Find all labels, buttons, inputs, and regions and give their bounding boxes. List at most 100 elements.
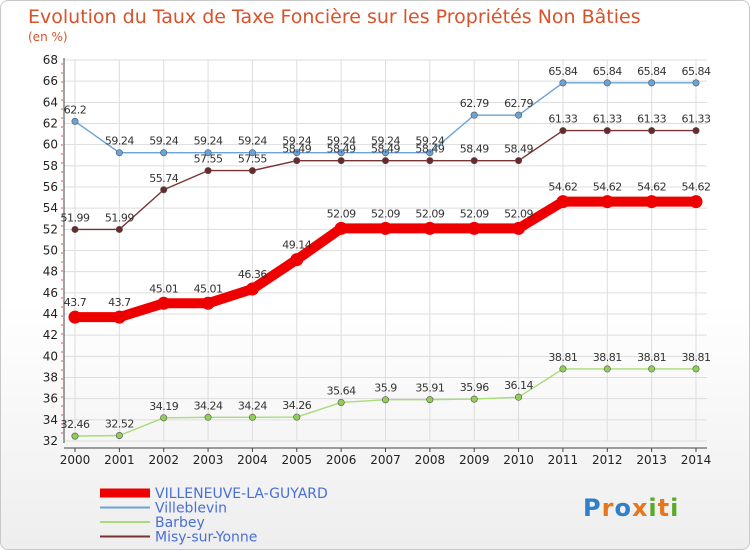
x-tick-2014: 2014 [681, 453, 712, 467]
data-point-barbey-2010 [515, 393, 523, 401]
series-layer [68, 79, 703, 440]
data-point-villeneuve-la-guyard-2007 [379, 221, 392, 235]
data-point-villeneuve-la-guyard-2012 [600, 195, 614, 209]
data-label-barbey-2010: 36.14 [504, 379, 533, 392]
x-tick-2005: 2005 [282, 453, 313, 467]
data-label-villeneuve-la-guyard-2007: 52.09 [371, 207, 400, 220]
data-point-villeblevin-2008 [426, 149, 434, 157]
data-label-villeneuve-la-guyard-2013: 54.62 [637, 181, 666, 194]
series-barbey [71, 365, 700, 440]
data-label-villeblevin-2014: 65.84 [682, 65, 711, 78]
logo-letter: i [648, 494, 657, 522]
y-tick-46: 46 [43, 286, 58, 300]
data-point-misy-sur-yonne-2000 [71, 225, 79, 233]
y-tick-36: 36 [43, 392, 58, 406]
data-point-villeblevin-2009 [470, 111, 478, 119]
data-label-misy-sur-yonne-2013: 61.33 [637, 113, 666, 126]
data-point-villeneuve-la-guyard-2014 [689, 195, 703, 209]
data-label-barbey-2014: 38.81 [682, 351, 711, 364]
data-label-villeblevin-2011: 65.84 [548, 65, 577, 78]
data-point-barbey-2009 [470, 395, 478, 403]
data-label-barbey-2007: 35.9 [374, 382, 397, 395]
data-point-barbey-2011 [559, 365, 567, 373]
y-tick-34: 34 [43, 413, 58, 427]
data-point-villeblevin-2001 [115, 149, 123, 157]
data-label-misy-sur-yonne-2001: 51.99 [105, 211, 134, 224]
data-label-barbey-2000: 32.46 [61, 418, 90, 431]
logo-letter: i [670, 494, 679, 522]
data-point-villeneuve-la-guyard-2004 [245, 282, 259, 296]
x-tick-2001: 2001 [104, 453, 135, 467]
data-label-villeneuve-la-guyard-2010: 52.09 [504, 207, 533, 220]
data-label-barbey-2008: 35.91 [415, 382, 444, 395]
data-label-misy-sur-yonne-2005: 58.49 [282, 143, 311, 156]
data-point-villeneuve-la-guyard-2010 [512, 221, 526, 235]
data-label-barbey-2005: 34.26 [282, 399, 311, 412]
data-point-barbey-2004 [248, 413, 256, 421]
data-label-barbey-2004: 34.24 [238, 399, 267, 412]
data-label-villeneuve-la-guyard-2004: 46.36 [238, 268, 267, 281]
series-villeblevin [71, 79, 700, 157]
data-point-misy-sur-yonne-2011 [559, 127, 567, 135]
logo-letter: P [583, 494, 602, 522]
x-tick-2003: 2003 [193, 453, 224, 467]
data-point-barbey-2006 [337, 398, 345, 406]
data-label-villeblevin-2012: 65.84 [593, 65, 622, 78]
data-label-villeneuve-la-guyard-2002: 45.01 [149, 282, 178, 295]
data-label-villeblevin-2002: 59.24 [149, 135, 178, 148]
data-label-villeblevin-2009: 62.79 [460, 97, 489, 110]
data-label-barbey-2002: 34.19 [149, 400, 178, 413]
data-point-villeneuve-la-guyard-2001 [112, 310, 126, 324]
y-tick-58: 58 [43, 159, 58, 173]
data-labels: 62.259.24 59.24 59.24 59.24 59.24 59.24 59.24 5… [61, 65, 712, 431]
logo-letter: x [632, 494, 648, 522]
data-label-villeneuve-la-guyard-2009: 52.09 [460, 207, 489, 220]
data-label-misy-sur-yonne-2012: 61.33 [593, 113, 622, 126]
data-label-misy-sur-yonne-2007: 58.49 [371, 143, 400, 156]
data-point-villeblevin-2003 [204, 149, 212, 157]
data-point-villeneuve-la-guyard-2009 [467, 221, 481, 235]
data-label-villeneuve-la-guyard-2005: 49.14 [282, 239, 311, 252]
data-label-villeblevin-2003: 59.24 [194, 135, 223, 148]
data-label-villeblevin-2007: 59.24 [371, 135, 400, 148]
x-tick-2006: 2006 [326, 453, 357, 467]
data-point-barbey-2013 [648, 365, 656, 373]
x-tick-2011: 2011 [548, 453, 579, 467]
series-misy-sur-yonne [71, 127, 700, 233]
x-tick-2007: 2007 [370, 453, 401, 467]
chart-title: Evolution du Taux de Taxe Foncière sur l… [28, 6, 641, 28]
series-villeneuve-la-guyard [68, 195, 703, 324]
data-point-villeblevin-2006 [337, 149, 345, 157]
data-label-misy-sur-yonne-2009: 58.49 [460, 143, 489, 156]
data-point-barbey-2002 [160, 414, 168, 422]
logo-letter: r [602, 494, 615, 522]
data-point-barbey-2003 [204, 413, 212, 421]
data-point-misy-sur-yonne-2006 [337, 157, 345, 165]
data-label-misy-sur-yonne-2010: 58.49 [504, 143, 533, 156]
data-point-villeblevin-2013 [648, 79, 656, 87]
data-point-barbey-2007 [381, 396, 389, 404]
data-point-villeblevin-2014 [692, 79, 700, 87]
data-label-villeblevin-2004: 59.24 [238, 135, 267, 148]
x-tick-2000: 2000 [60, 453, 91, 467]
y-tick-60: 60 [43, 138, 58, 152]
data-label-misy-sur-yonne-2011: 61.33 [548, 113, 577, 126]
data-label-barbey-2003: 34.24 [194, 399, 223, 412]
data-point-misy-sur-yonne-2003 [204, 167, 212, 175]
data-label-villeneuve-la-guyard-2000: 43.7 [64, 296, 87, 309]
y-tick-62: 62 [43, 117, 58, 131]
data-label-misy-sur-yonne-2002: 55.74 [149, 172, 178, 185]
data-label-villeneuve-la-guyard-2001: 43.7 [108, 296, 131, 309]
data-label-villeblevin-2001: 59.24 [105, 135, 134, 148]
y-tick-48: 48 [43, 265, 58, 279]
data-point-villeblevin-2002 [160, 149, 168, 157]
legend-label-villeblevin: Villeblevin [155, 501, 227, 517]
logo-letter: t [658, 494, 670, 522]
legend-label-villeneuve-la-guyard: VILLENEUVE-LA-GUYARD [155, 486, 328, 502]
data-label-villeneuve-la-guyard-2011: 54.62 [548, 181, 577, 194]
data-point-villeblevin-2004 [248, 149, 256, 157]
data-point-villeneuve-la-guyard-2011 [556, 195, 570, 209]
data-point-villeneuve-la-guyard-2008 [423, 221, 437, 235]
y-tick-50: 50 [43, 244, 58, 258]
data-label-villeneuve-la-guyard-2012: 54.62 [593, 181, 622, 194]
